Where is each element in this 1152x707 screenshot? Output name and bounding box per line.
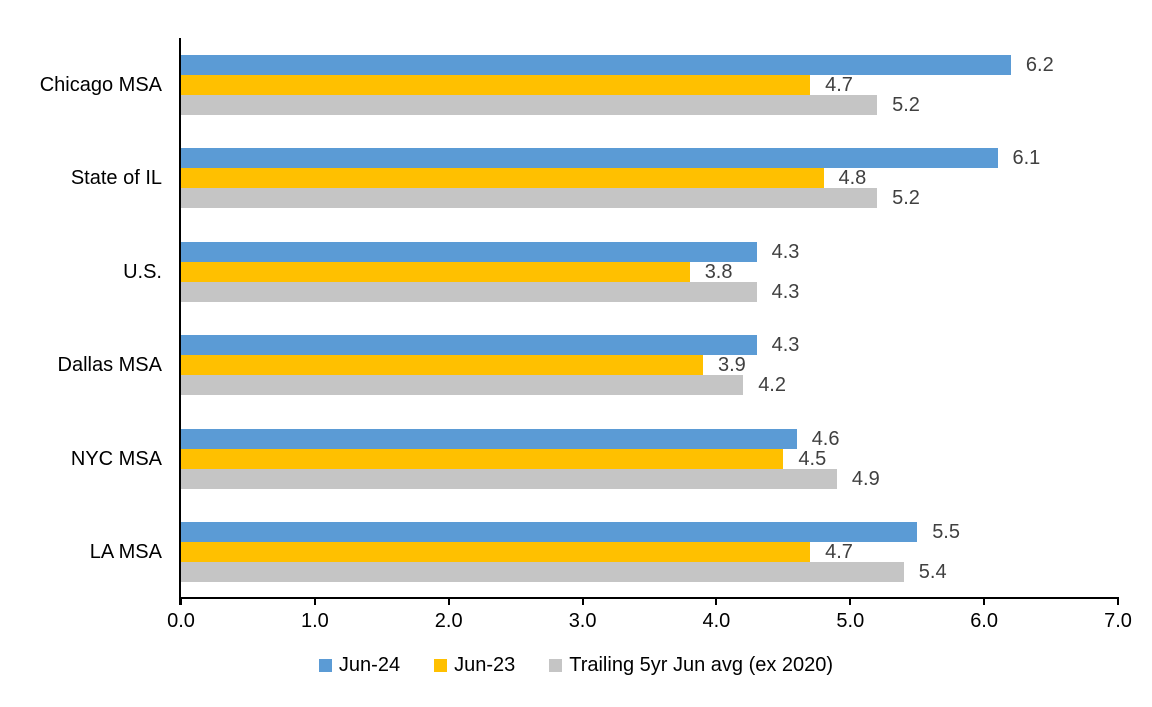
bar-jun-24-dallas-msa <box>181 335 757 356</box>
bar-jun-23-u-s <box>181 261 690 282</box>
y-axis-line <box>179 38 181 605</box>
bar-trailing-5yr-jun-avg-ex-2020-dallas-msa <box>181 375 744 396</box>
category-label-u-s: U.S. <box>123 260 162 283</box>
legend-item-jun-23: Jun-23 <box>434 654 515 677</box>
legend: Jun-24 Jun-23 Trailing 5yr Jun avg (ex 202… <box>0 654 1152 677</box>
legend-label: Trailing 5yr Jun avg (ex 2020) <box>569 654 834 676</box>
value-label-jun-23-chicago-msa: 4.7 <box>825 73 853 96</box>
category-label-la-msa: LA MSA <box>89 541 162 564</box>
x-axis-tick <box>313 599 316 605</box>
x-tick-label-4.0: 4.0 <box>702 610 731 632</box>
value-label-trailing-5yr-jun-avg-ex-2020-la-msa: 5.4 <box>918 561 947 584</box>
legend-item-trailing-5yr-jun-avg-ex-2020: Trailing 5yr Jun avg (ex 2020) <box>549 654 833 677</box>
bar-jun-23-la-msa <box>181 542 811 563</box>
bar-trailing-5yr-jun-avg-ex-2020-state-of-il <box>181 188 878 209</box>
bar-jun-24-chicago-msa <box>181 54 1011 75</box>
category-label-dallas-msa: Dallas MSA <box>57 354 162 377</box>
value-label-jun-24-chicago-msa: 6.2 <box>1025 53 1054 76</box>
value-label-jun-23-nyc-msa: 4.5 <box>798 447 827 470</box>
x-axis-tick <box>983 599 986 605</box>
bar-jun-23-nyc-msa <box>181 448 784 469</box>
bar-jun-24-nyc-msa <box>181 428 797 449</box>
bar-jun-23-dallas-msa <box>181 355 703 376</box>
value-label-jun-24-state-of-il: 6.1 <box>1012 147 1041 170</box>
value-label-jun-24-u-s: 4.3 <box>771 240 800 263</box>
value-label-jun-23-u-s: 3.8 <box>704 260 733 283</box>
legend-item-jun-24: Jun-24 <box>318 654 401 677</box>
legend-swatch-icon <box>434 659 448 672</box>
x-axis-tick <box>447 599 450 605</box>
category-label-nyc-msa: NYC MSA <box>70 447 162 470</box>
x-axis-tick <box>581 599 584 605</box>
x-tick-label-5.0: 5.0 <box>836 610 865 632</box>
value-label-trailing-5yr-jun-avg-ex-2020-chicago-msa: 5.2 <box>892 93 920 116</box>
value-label-jun-23-dallas-msa: 3.9 <box>718 354 746 377</box>
bar-trailing-5yr-jun-avg-ex-2020-la-msa <box>181 562 904 583</box>
x-tick-label-1.0: 1.0 <box>300 610 329 632</box>
bar-trailing-5yr-jun-avg-ex-2020-chicago-msa <box>181 94 878 115</box>
x-axis-line <box>179 597 1119 599</box>
x-axis-tick <box>1117 599 1119 605</box>
legend-label: Jun-23 <box>454 654 516 676</box>
x-tick-label-7.0: 7.0 <box>1104 610 1132 632</box>
value-label-jun-23-state-of-il: 4.8 <box>838 167 867 190</box>
x-tick-label-6.0: 6.0 <box>970 610 998 632</box>
bar-jun-23-chicago-msa <box>181 74 811 95</box>
value-label-trailing-5yr-jun-avg-ex-2020-state-of-il: 5.2 <box>892 187 920 210</box>
category-label-state-of-il: State of IL <box>70 167 162 190</box>
value-label-jun-24-dallas-msa: 4.3 <box>771 334 800 357</box>
bar-jun-24-u-s <box>181 241 757 262</box>
value-label-trailing-5yr-jun-avg-ex-2020-nyc-msa: 4.9 <box>851 467 880 490</box>
x-axis-tick <box>715 599 718 605</box>
value-label-jun-24-nyc-msa: 4.6 <box>811 427 840 450</box>
legend-swatch-icon <box>318 659 332 672</box>
bar-jun-24-state-of-il <box>181 148 998 169</box>
bar-trailing-5yr-jun-avg-ex-2020-nyc-msa <box>181 468 837 489</box>
legend-swatch-icon <box>549 659 563 672</box>
plot-area: 6.2 4.7 5.2 6.1 4.8 5.2 4.3 3.8 4.3 4.3 3.9 4.2 4.6 4… <box>179 38 1119 605</box>
value-label-jun-24-la-msa: 5.5 <box>932 521 960 544</box>
x-axis-tick <box>180 599 182 605</box>
bar-trailing-5yr-jun-avg-ex-2020-u-s <box>181 281 757 302</box>
x-tick-label-2.0: 2.0 <box>434 610 463 632</box>
bar-jun-23-state-of-il <box>181 168 824 189</box>
x-tick-label-3.0: 3.0 <box>568 610 597 632</box>
x-axis-tick <box>849 599 852 605</box>
x-tick-label-0.0: 0.0 <box>167 610 195 632</box>
value-label-trailing-5yr-jun-avg-ex-2020-u-s: 4.3 <box>771 280 800 303</box>
legend-label: Jun-24 <box>338 654 401 676</box>
bar-jun-24-la-msa <box>181 522 918 543</box>
category-label-chicago-msa: Chicago MSA <box>39 73 162 96</box>
value-label-trailing-5yr-jun-avg-ex-2020-dallas-msa: 4.2 <box>758 374 786 397</box>
value-label-jun-23-la-msa: 4.7 <box>825 541 853 564</box>
